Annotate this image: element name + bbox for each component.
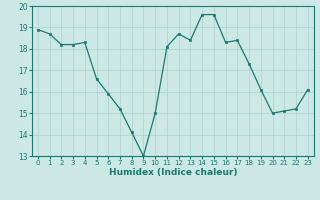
X-axis label: Humidex (Indice chaleur): Humidex (Indice chaleur) (108, 168, 237, 177)
